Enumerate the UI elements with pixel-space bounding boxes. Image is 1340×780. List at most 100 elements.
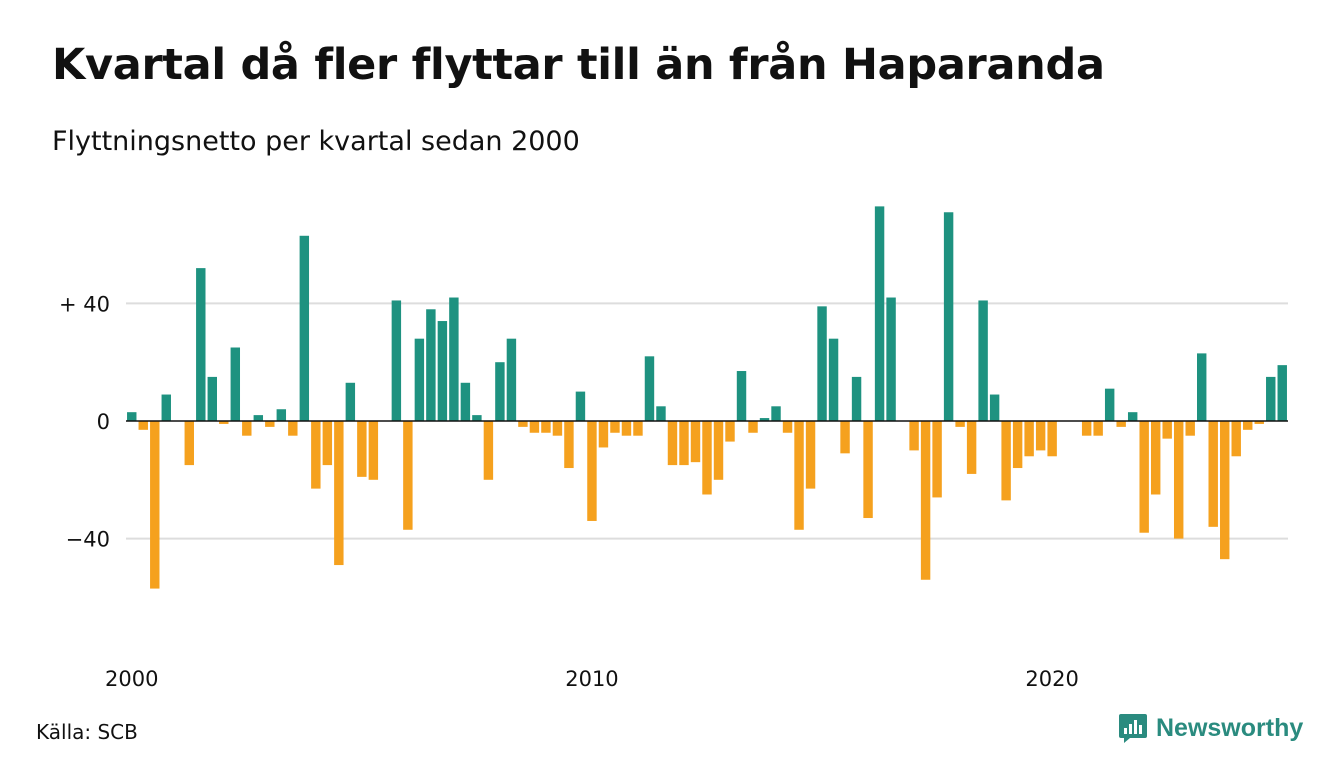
bar — [207, 376, 217, 421]
bar — [1220, 421, 1230, 560]
y-tick-label: 0 — [97, 410, 110, 434]
bar — [196, 268, 206, 421]
bar — [621, 421, 632, 436]
bar — [610, 421, 620, 433]
bar — [966, 421, 977, 474]
bar — [874, 206, 885, 421]
bar — [805, 421, 816, 489]
bar — [311, 421, 321, 489]
bar — [782, 421, 793, 433]
bar — [1185, 421, 1195, 436]
bar — [575, 391, 586, 421]
x-tick-label: 2010 — [565, 667, 618, 691]
bar — [679, 421, 689, 466]
bar — [633, 421, 643, 436]
bar — [403, 421, 413, 530]
bar — [748, 421, 758, 433]
bar — [702, 421, 712, 495]
bar — [138, 421, 148, 430]
bar — [1024, 421, 1034, 457]
bar — [587, 421, 597, 521]
bar — [828, 338, 839, 421]
bar — [541, 421, 551, 433]
bar — [391, 300, 402, 421]
bar — [817, 306, 827, 421]
bar — [1081, 421, 1092, 436]
bar — [943, 212, 954, 421]
bar — [1139, 421, 1149, 533]
bar — [1001, 421, 1011, 501]
brand-logo: Newsworthy — [1118, 712, 1303, 744]
bar — [242, 421, 252, 436]
bar — [495, 362, 505, 421]
bar — [253, 415, 264, 421]
bar — [322, 421, 333, 466]
bar — [909, 421, 919, 451]
chart-title: Kvartal då fler flyttar till än från Hap… — [52, 40, 1105, 90]
bar — [886, 297, 896, 421]
bar — [1047, 421, 1057, 457]
bar — [564, 421, 574, 469]
bar — [161, 394, 171, 421]
bar — [529, 421, 540, 433]
bar — [426, 309, 436, 421]
bar — [1243, 421, 1253, 430]
bar — [1208, 421, 1218, 527]
bar — [1012, 421, 1023, 469]
bar — [851, 376, 862, 421]
bar — [1116, 421, 1126, 427]
bar — [1254, 421, 1264, 424]
bar-chart: + 40 0 −40 2000 2010 2020 — [59, 206, 1288, 691]
bar — [345, 382, 356, 421]
bar — [1035, 421, 1046, 451]
bar — [1173, 421, 1184, 539]
bar — [955, 421, 965, 427]
bar — [357, 421, 367, 477]
bar — [713, 421, 724, 480]
bar — [1266, 376, 1276, 421]
bar — [518, 421, 528, 427]
bar — [1104, 388, 1115, 421]
bar — [840, 421, 850, 454]
brand-name: Newsworthy — [1156, 713, 1304, 742]
bar — [414, 338, 425, 421]
bar — [299, 235, 310, 421]
bar — [725, 421, 735, 442]
chart-subtitle: Flyttningsnetto per kvartal sedan 2000 — [52, 126, 580, 157]
bar — [863, 421, 873, 519]
x-tick-label: 2020 — [1025, 667, 1078, 691]
bar — [920, 421, 931, 580]
bar — [667, 421, 678, 466]
bar — [288, 421, 298, 436]
bar — [932, 421, 942, 498]
bar — [184, 421, 194, 466]
bar — [1277, 365, 1287, 421]
bar — [449, 297, 459, 421]
bar — [736, 371, 747, 421]
bar — [460, 382, 471, 421]
bar — [472, 415, 482, 421]
bar — [1231, 421, 1241, 457]
bar — [1093, 421, 1103, 436]
bar — [656, 406, 666, 421]
bar — [483, 421, 494, 480]
bar — [1150, 421, 1161, 495]
bar — [437, 321, 448, 421]
bar — [127, 412, 137, 421]
bar — [1162, 421, 1172, 439]
bar — [150, 421, 160, 589]
bar — [265, 421, 275, 427]
bar — [230, 347, 241, 421]
bar — [771, 406, 781, 421]
bar — [219, 421, 229, 424]
x-tick-label: 2000 — [105, 667, 158, 691]
y-tick-label: −40 — [66, 528, 110, 552]
bar — [644, 356, 655, 421]
bar — [552, 421, 563, 436]
bar — [759, 418, 770, 421]
bar — [1197, 353, 1207, 421]
bar — [690, 421, 701, 463]
bar — [989, 394, 1000, 421]
source-note: Källa: SCB — [36, 720, 138, 744]
bar — [334, 421, 344, 566]
